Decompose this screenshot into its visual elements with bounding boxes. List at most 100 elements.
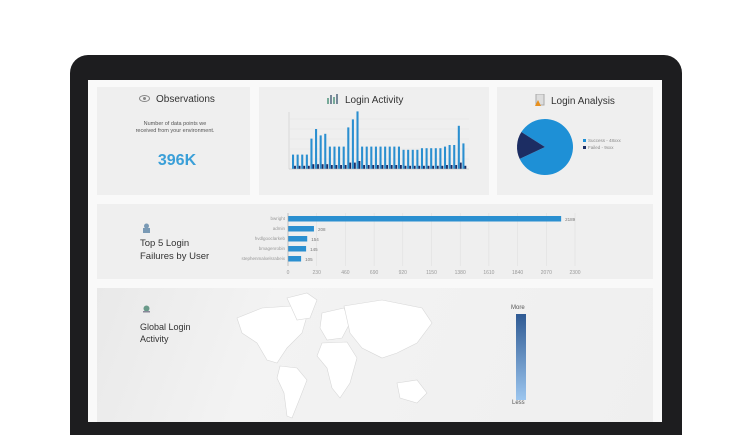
- data-label: 145: [310, 247, 318, 252]
- activity-bar: [328, 146, 331, 169]
- activity-bar-failed: [436, 165, 439, 169]
- data-label: 208: [318, 227, 326, 232]
- activity-bar: [315, 129, 318, 169]
- activity-bar-failed: [386, 165, 389, 169]
- activity-bar-failed: [459, 162, 462, 169]
- activity-bar: [393, 146, 396, 169]
- activity-bar-failed: [376, 165, 379, 169]
- failure-bar: [288, 246, 307, 252]
- activity-bar-failed: [358, 161, 361, 169]
- activity-bar: [305, 154, 308, 169]
- pie-slice: [519, 119, 573, 175]
- activity-bar: [292, 154, 295, 169]
- login-analysis-pie: [517, 119, 573, 175]
- activity-bar: [402, 149, 405, 169]
- bar-chart-icon: [327, 94, 339, 107]
- activity-bar-failed: [294, 165, 296, 169]
- x-tick-label: 1610: [483, 270, 494, 276]
- scale-less-label: Less: [512, 400, 525, 406]
- map-australia: [396, 379, 428, 404]
- category-label: bwright: [270, 216, 285, 221]
- activity-bar-failed: [455, 165, 458, 169]
- activity-bar-failed: [340, 165, 342, 169]
- activity-bar-failed: [390, 165, 393, 169]
- map-asia: [343, 299, 433, 359]
- activity-bar: [379, 146, 382, 169]
- map-greenland: [286, 292, 318, 321]
- activity-bar: [365, 146, 368, 169]
- failure-bar: [288, 226, 314, 232]
- activity-bar-failed: [326, 164, 329, 169]
- activity-bar: [361, 146, 364, 169]
- map-europe: [319, 307, 351, 341]
- legend-failed: Failed - 9xxx: [583, 145, 621, 150]
- data-label: 154: [311, 237, 319, 242]
- map-south-america: [276, 365, 308, 419]
- map-north-america: [236, 305, 308, 364]
- activity-bar: [407, 149, 410, 169]
- activity-bar-failed: [349, 162, 352, 169]
- activity-bar: [301, 154, 304, 169]
- activity-bar: [319, 135, 322, 169]
- top-failures-title-line1: Top 5 Login: [140, 238, 190, 249]
- x-tick-label: 0: [287, 270, 290, 276]
- login-activity-panel: Login Activity: [259, 87, 489, 195]
- activity-bar-failed: [312, 164, 315, 169]
- color-scale-bar: [516, 314, 526, 400]
- activity-bar: [443, 146, 447, 169]
- login-analysis-title: Login Analysis: [551, 96, 615, 107]
- activity-bar: [462, 143, 465, 169]
- global-title-line1: Global Login: [140, 322, 191, 332]
- pie-slice: [517, 131, 545, 159]
- activity-bar: [370, 146, 373, 169]
- activity-bar: [453, 145, 456, 169]
- login-analysis-panel: Login Analysis Success - 48xxx Failed - …: [497, 87, 653, 195]
- x-tick-label: 2070: [541, 270, 552, 276]
- category-label: bmagenrobin: [259, 246, 286, 251]
- observations-value: 396K: [157, 152, 197, 169]
- activity-bar-failed: [367, 165, 370, 169]
- failure-bar: [288, 256, 302, 262]
- activity-bar: [397, 146, 400, 169]
- globe-icon: [142, 300, 151, 318]
- x-tick-label: 690: [370, 270, 379, 276]
- activity-bar-failed: [450, 165, 453, 169]
- world-map: [236, 292, 433, 419]
- activity-bar-failed: [335, 165, 338, 169]
- activity-bar: [457, 125, 460, 169]
- x-tick-label: 230: [313, 270, 322, 276]
- legend-success: Success - 48xxx: [583, 138, 621, 143]
- top-failures-chart: 0 230 460 690 920 1150 1380 1610 1840 2070 2300 bwr…: [241, 213, 581, 276]
- activity-bar-failed: [441, 165, 444, 169]
- observations-panel: Observations Number of data points we re…: [97, 87, 250, 195]
- activity-bar-failed: [372, 165, 375, 169]
- activity-bar: [333, 146, 336, 169]
- activity-bar: [296, 154, 299, 169]
- login-activity-chart: [288, 111, 469, 170]
- activity-bar: [310, 138, 313, 169]
- activity-bar-failed: [427, 165, 430, 169]
- activity-bar-failed: [432, 165, 435, 169]
- x-tick-label: 920: [399, 270, 408, 276]
- activity-bar: [342, 146, 345, 169]
- activity-bar-failed: [353, 162, 356, 169]
- activity-bar-failed: [321, 164, 324, 169]
- login-activity-title: Login Activity: [345, 95, 404, 106]
- x-tick-label: 1380: [455, 270, 466, 276]
- activity-bar-failed: [303, 165, 306, 169]
- observations-description: Number of data points we received from y…: [135, 121, 215, 134]
- activity-bar-failed: [307, 165, 310, 169]
- observations-header: Observations: [139, 94, 215, 105]
- category-label: admin: [273, 226, 286, 231]
- global-title: Global Login Activity: [140, 321, 191, 345]
- activity-bar-failed: [363, 165, 365, 169]
- top-failures-title: Top 5 Login Failures by User: [140, 237, 209, 263]
- activity-bar: [439, 148, 442, 169]
- activity-bar: [384, 146, 387, 169]
- activity-bar: [411, 149, 414, 169]
- activity-bar-failed: [344, 165, 347, 169]
- category-label: stephenmalxelsrabeix: [241, 256, 285, 261]
- x-tick-label: 1150: [426, 270, 437, 276]
- legend-failed-label: Failed - 9xxx: [588, 145, 614, 150]
- legend-success-label: Success - 48xxx: [588, 138, 621, 143]
